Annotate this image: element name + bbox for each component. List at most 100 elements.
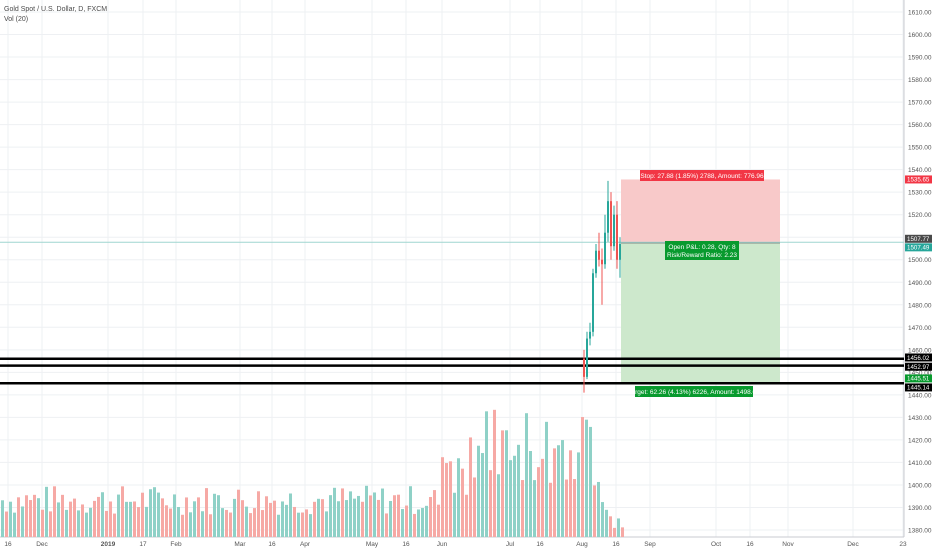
volume-bar: [597, 481, 600, 537]
volume-bar: [141, 492, 144, 537]
volume-bar: [81, 504, 84, 537]
price-tick: 1610.00: [908, 10, 932, 17]
time-tick: Oct: [711, 541, 721, 548]
volume-bar: [301, 512, 304, 537]
current-price-tag: 1507.77: [907, 236, 930, 243]
volume-bar: [449, 461, 452, 537]
volume-bar: [205, 488, 208, 537]
volume-bar: [41, 509, 44, 537]
volume-bar: [353, 498, 356, 537]
candle-body: [616, 214, 618, 260]
volume-bar: [337, 501, 340, 537]
volume-bar: [133, 501, 136, 537]
volume-bar: [297, 512, 300, 537]
price-tick: 1440.00: [908, 392, 932, 399]
volume-bar: [345, 500, 348, 537]
volume-bar: [437, 504, 440, 537]
volume-bar: [553, 448, 556, 537]
volume-bar: [617, 518, 620, 537]
volume-bar: [73, 498, 76, 537]
candle-body: [589, 331, 591, 339]
volume-bar: [497, 474, 500, 537]
target-zone: [621, 242, 780, 383]
volume-bar: [61, 494, 64, 537]
time-tick: Mar: [234, 541, 246, 548]
volume-bar: [537, 467, 540, 537]
price-tick: 1470.00: [908, 325, 932, 332]
volume-bar: [569, 450, 572, 537]
time-tick: 16: [536, 541, 544, 548]
volume-bar: [385, 513, 388, 537]
volume-bar: [161, 498, 164, 537]
volume-bar: [181, 514, 184, 537]
price-tick: 1460.00: [908, 347, 932, 354]
volume-bar: [33, 494, 36, 537]
volume-bar: [261, 510, 264, 537]
volume-bar: [557, 445, 560, 537]
chart-legend: Gold Spot / U.S. Dollar, D, FXCM Vol (20…: [4, 5, 107, 25]
volume-bar: [57, 502, 60, 537]
volume-bar: [593, 485, 596, 537]
volume-bar: [225, 509, 228, 537]
time-tick: 2019: [101, 541, 116, 548]
volume-bar: [101, 492, 104, 537]
price-tick: 1400.00: [908, 482, 932, 489]
time-tick: Sep: [644, 541, 656, 548]
time-tick: Dec: [36, 541, 48, 548]
price-tick: 1540.00: [908, 167, 932, 174]
volume-bar: [517, 444, 520, 537]
volume-bar: [309, 514, 312, 537]
volume-bar: [77, 510, 80, 537]
volume-bar: [5, 511, 8, 537]
position-labels: Stop: 27.88 (1.85%) 2788, Amount: 776.96…: [628, 170, 764, 397]
volume-bar: [317, 498, 320, 537]
candle-body: [610, 201, 612, 247]
volume-indicator-label[interactable]: Vol (20): [4, 16, 29, 23]
volume-bar: [413, 513, 416, 537]
price-axis: 1610.00 1600.00 1590.00 1580.00 1570.00 1560.…: [908, 10, 932, 535]
price-tick: 1420.00: [908, 437, 932, 444]
time-tick: 17: [139, 541, 147, 548]
volume-bar: [417, 509, 420, 537]
symbol-title[interactable]: Gold Spot / U.S. Dollar, D, FXCM: [4, 6, 108, 13]
volume-bar: [501, 430, 504, 537]
volume-bar: [69, 501, 72, 537]
volume-bar: [109, 501, 112, 537]
price-tick: 1590.00: [908, 55, 932, 62]
volume-bar: [489, 470, 492, 537]
volume-bar: [465, 494, 468, 537]
volume-bar: [217, 495, 220, 537]
volume-bar: [389, 500, 392, 537]
volume-bar: [13, 512, 16, 537]
volume-bar: [613, 527, 616, 537]
volume-bar: [453, 492, 456, 537]
volume-bar: [253, 508, 256, 537]
volume-bar: [513, 455, 516, 537]
volume-bar: [485, 411, 488, 537]
volume-bar: [269, 502, 272, 537]
volume-bar: [349, 491, 352, 537]
volume-bar: [461, 468, 464, 537]
target-label-bg: [635, 386, 753, 397]
volume-bar: [525, 413, 528, 537]
volume-bar: [601, 502, 604, 537]
volume-bar: [233, 498, 236, 537]
price-tick: 1410.00: [908, 460, 932, 467]
price-tick: 1560.00: [908, 122, 932, 129]
volume-bar: [257, 491, 260, 537]
time-axis: 16 Dec 2019 17 Feb Mar 16 Apr May 16 Jun Jul 16 Aug 16…: [4, 541, 907, 548]
volume-bar: [37, 498, 40, 537]
volume-bar: [393, 495, 396, 537]
volume-bar: [549, 482, 552, 537]
volume-bar: [333, 487, 336, 537]
time-tick: May: [366, 541, 379, 548]
volume-bar: [197, 497, 200, 537]
volume-bar: [185, 497, 188, 537]
time-tick: 16: [402, 541, 410, 548]
volume-bar: [405, 505, 408, 537]
volume-bar: [381, 488, 384, 537]
volume-bar: [357, 495, 360, 537]
volume-bar: [457, 458, 460, 537]
volume-bar: [89, 507, 92, 537]
